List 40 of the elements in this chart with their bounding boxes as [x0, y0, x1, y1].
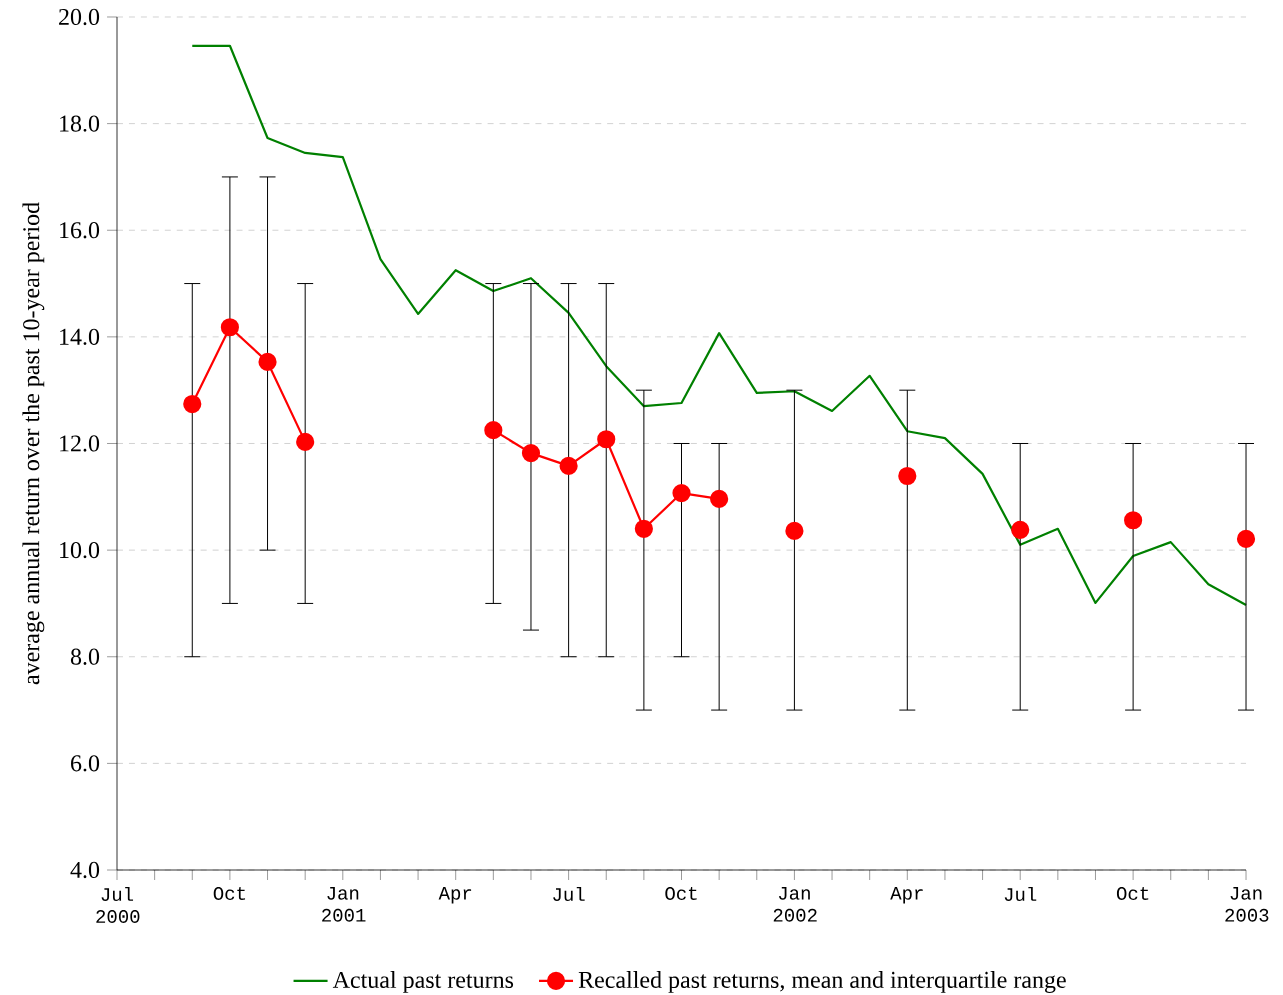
y-tick-label: 6.0 [71, 755, 100, 772]
point [1236, 529, 1256, 549]
x-tick-label: Jan 2002 [773, 887, 817, 922]
y-tick-label: 16.0 [60, 222, 100, 239]
point [220, 318, 239, 337]
point [634, 519, 653, 538]
x-tick-label: Apr [438, 887, 472, 904]
x-tick-label: Jan 2001 [322, 887, 366, 922]
point [258, 352, 277, 372]
y-tick-label: 8.0 [70, 648, 100, 665]
point [785, 521, 804, 541]
x-tick-label: Jul [553, 887, 585, 901]
x-tick-label: Oct [1116, 887, 1149, 900]
point [484, 421, 503, 440]
y-tick-label: 10.0 [60, 541, 100, 559]
y-tick-label: 20.0 [59, 8, 100, 26]
y-tick-label: 18.0 [60, 115, 100, 132]
x-tick-label: Jul 2000 [96, 887, 140, 923]
point [559, 456, 578, 475]
point [296, 432, 315, 451]
point [710, 489, 729, 509]
point [597, 430, 616, 449]
point [672, 483, 691, 503]
point [521, 443, 541, 463]
y-axis-title: average annual return over the past 10-year period [22, 202, 45, 685]
x-tick-label: Jul [1004, 887, 1037, 901]
y-tick-label: 12.0 [60, 435, 100, 452]
point [1011, 520, 1030, 539]
point [1124, 511, 1143, 530]
x-tick-label: Oct [665, 887, 697, 900]
y-tick-label: 4.0 [70, 861, 100, 879]
x-tick-label: Jan 2003 [1225, 887, 1269, 922]
legend-label: Actual past returns [332, 971, 514, 993]
x-tick-label: Apr [890, 887, 923, 904]
point [183, 394, 202, 414]
legend-label: Recalled past returns, mean and interquartile range [578, 971, 1066, 993]
point [898, 466, 917, 486]
y-tick-label: 14.0 [60, 328, 100, 346]
line-series [191, 44, 1248, 607]
x-tick-label: Oct [213, 887, 246, 900]
